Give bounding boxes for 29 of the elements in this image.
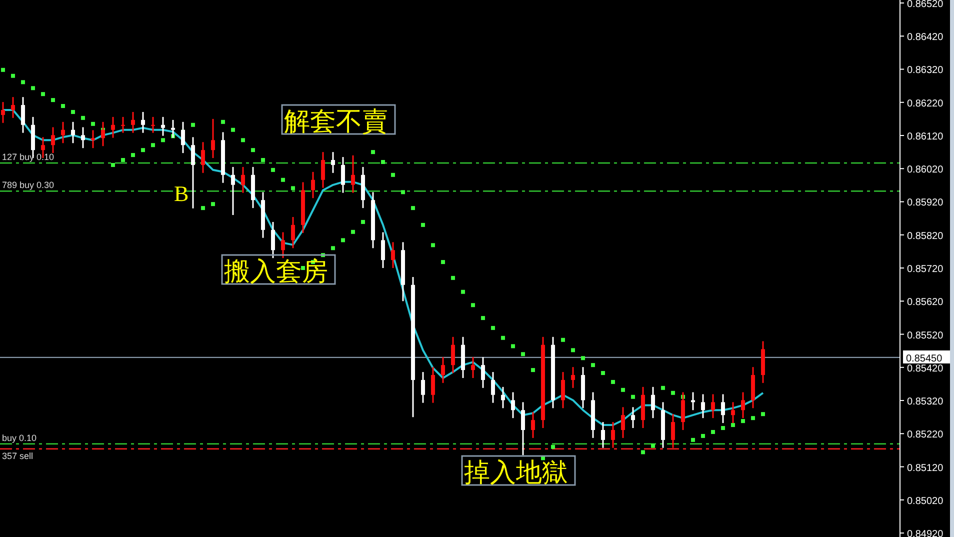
annotation: 解套不賣 xyxy=(281,104,396,136)
ref-line-label: 789 buy 0.30 xyxy=(2,180,54,190)
annotation: 掉入地獄 xyxy=(464,458,568,487)
y-tick-label: 0.85420 xyxy=(907,363,944,374)
annotation: 搬入套房 xyxy=(221,254,336,286)
ref-line-label: 127 buy 0.10 xyxy=(2,152,54,162)
y-tick-label: 0.85320 xyxy=(907,396,944,408)
y-tick-label: 0.86420 xyxy=(907,32,944,44)
y-tick-label: 0.86120 xyxy=(907,131,944,142)
ref-line-label: buy 0.10 xyxy=(2,432,37,443)
ref-line-label: 0.85450 xyxy=(906,353,943,364)
y-tick-label: 0.86220 xyxy=(907,98,944,110)
annotation: 搬入套房 xyxy=(224,257,328,286)
y-tick-label: 0.84920 xyxy=(907,529,944,537)
y-tick-label: 0.85120 xyxy=(907,462,944,474)
y-tick-label: 0.85720 xyxy=(907,264,944,276)
ref-line-label: 357 sell xyxy=(2,450,34,461)
y-tick-label: 0.85520 xyxy=(907,330,944,342)
annotation: 解套不賣 xyxy=(284,107,388,136)
annotation: 掉入地獄 xyxy=(461,455,576,487)
y-tick-label: 0.86320 xyxy=(907,65,944,76)
annotation: B xyxy=(174,181,189,206)
y-tick-label: 0.85920 xyxy=(907,198,944,209)
y-tick-label: 0.85220 xyxy=(907,430,944,441)
y-tick-label: 0.86020 xyxy=(907,164,944,176)
y-tick-label: 0.85020 xyxy=(907,496,944,507)
y-tick-label: 0.85820 xyxy=(907,230,944,242)
y-tick-label: 0.85620 xyxy=(907,297,944,308)
y-tick-label: 0.86520 xyxy=(907,0,944,10)
